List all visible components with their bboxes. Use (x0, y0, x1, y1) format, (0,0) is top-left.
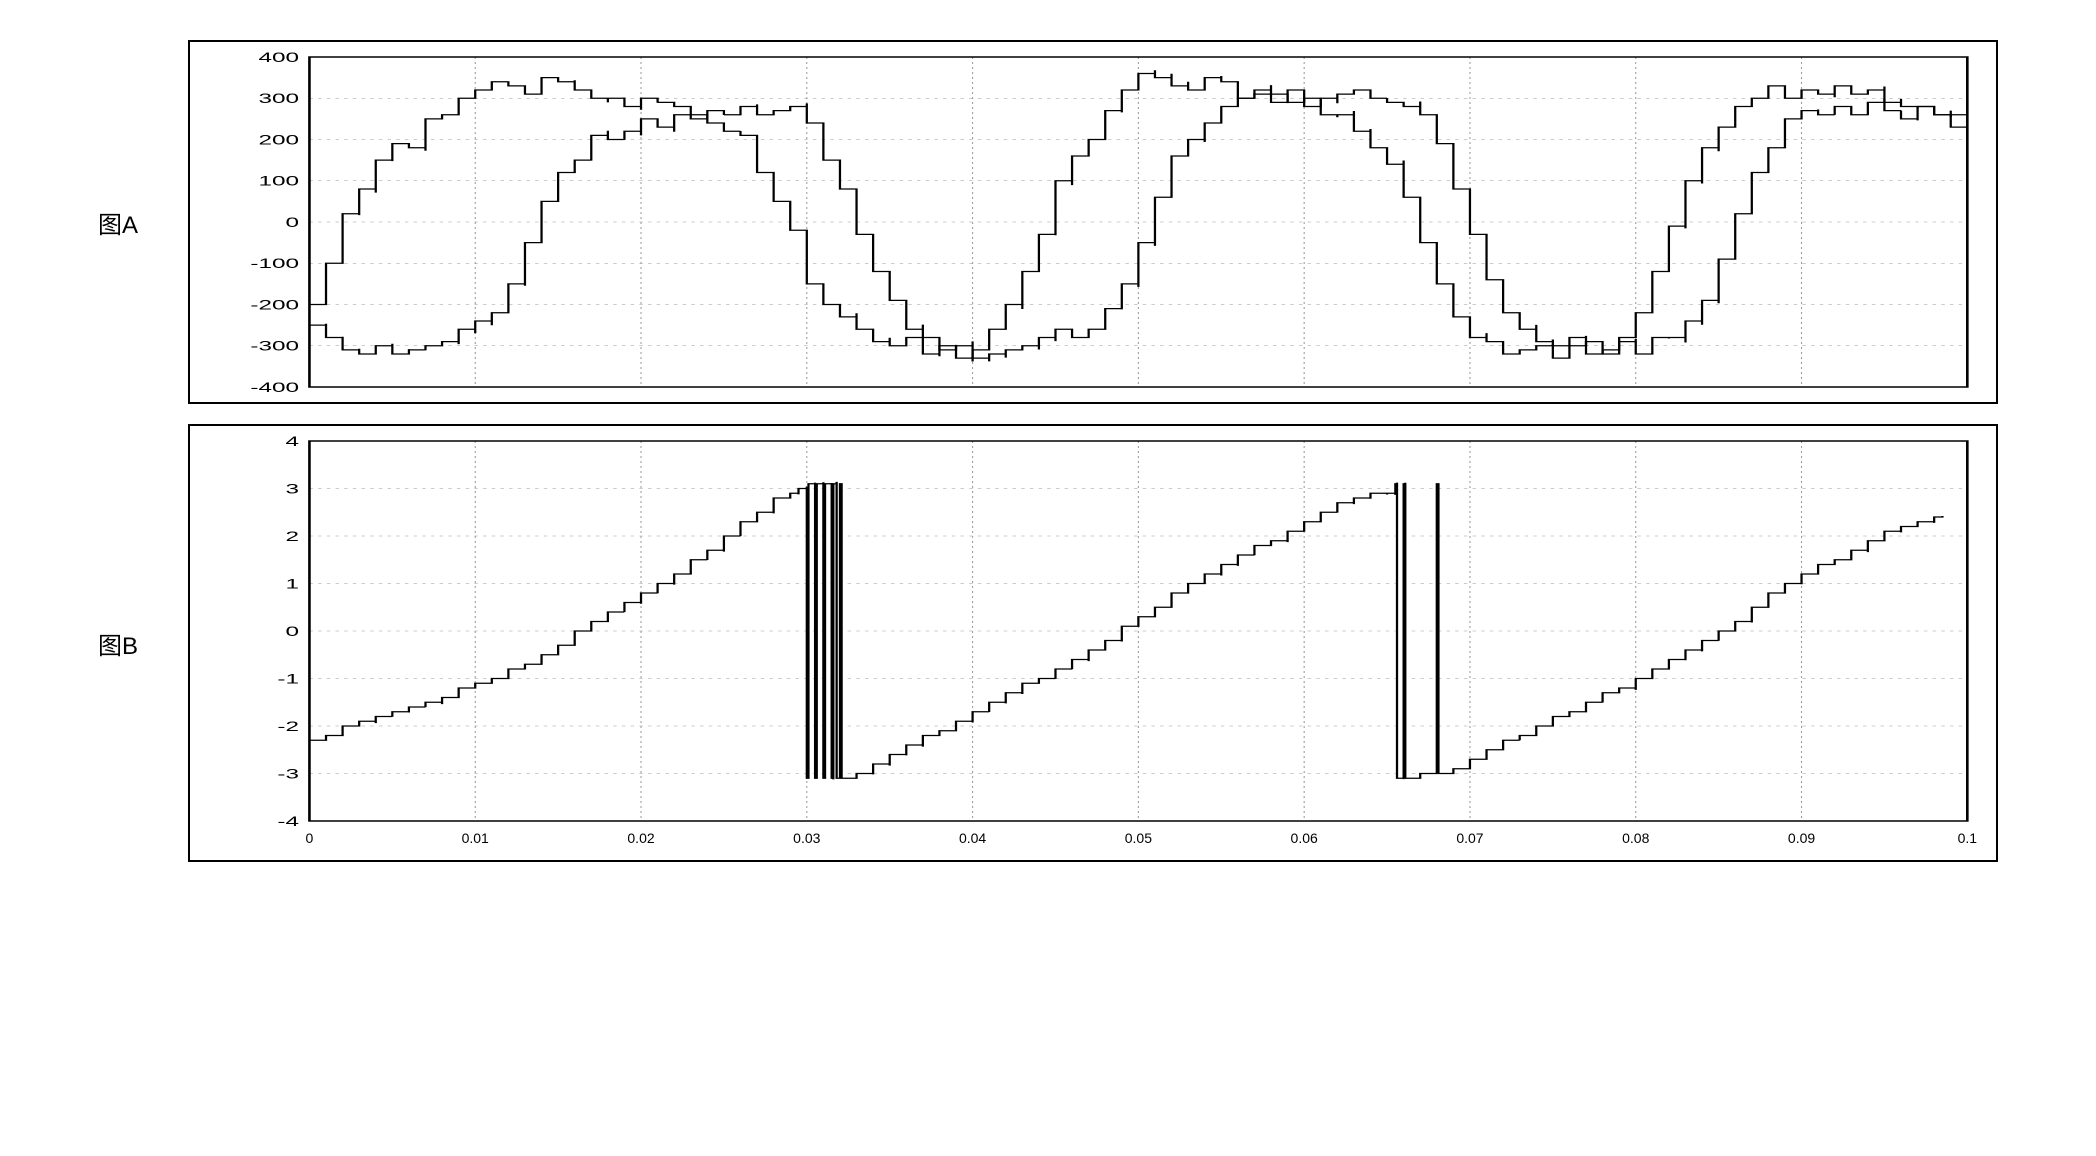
svg-text:3: 3 (286, 481, 300, 497)
svg-text:-4: -4 (277, 814, 299, 826)
x-tick-label: 0.1 (1958, 830, 1977, 846)
chart-b-label: 图B (98, 626, 158, 661)
svg-text:200: 200 (258, 132, 299, 148)
x-tick-label: 0.06 (1291, 830, 1318, 846)
chart-b-svg: -4 -3 -2 -1 0 1 2 3 4 (240, 436, 1976, 826)
svg-text:2: 2 (286, 529, 300, 545)
svg-text:-1: -1 (277, 671, 299, 687)
svg-text:100: 100 (258, 174, 299, 190)
chart-b-row: 图B -4 -3 -2 -1 0 1 2 3 4 0 0.01 0.02 0.03 0.04 0.05 0.… (98, 424, 1998, 862)
svg-text:300: 300 (258, 91, 299, 107)
x-tick-label: 0 (306, 830, 314, 846)
chart-a-wrapper: -400 -300 -200 -100 0 100 200 300 400 (188, 40, 1998, 404)
svg-text:1: 1 (286, 576, 300, 592)
x-tick-label: 0.03 (793, 830, 820, 846)
x-tick-label: 0.07 (1456, 830, 1483, 846)
x-tick-label: 0.01 (462, 830, 489, 846)
x-tick-label: 0.04 (959, 830, 986, 846)
chart-b-x-axis: 0 0.01 0.02 0.03 0.04 0.05 0.06 0.07 0.08 0.09 0.1 (240, 826, 1976, 850)
x-tick-label: 0.05 (1125, 830, 1152, 846)
svg-text:-3: -3 (277, 766, 299, 782)
chart-a-svg: -400 -300 -200 -100 0 100 200 300 400 (240, 52, 1976, 392)
x-tick-label: 0.02 (627, 830, 654, 846)
chart-a-label: 图A (98, 205, 158, 240)
svg-text:0: 0 (286, 624, 300, 640)
x-tick-label: 0.08 (1622, 830, 1649, 846)
chart-a-row: 图A -400 -300 -200 -100 0 100 200 300 400 (98, 40, 1998, 404)
svg-text:4: 4 (286, 436, 300, 450)
svg-text:-200: -200 (250, 297, 299, 313)
chart-b-wrapper: -4-3-2-101234 00.010.020.030.040.050.060… (188, 424, 1998, 862)
svg-text:-300: -300 (250, 339, 299, 355)
svg-text:400: 400 (258, 52, 299, 66)
svg-text:-400: -400 (250, 380, 299, 392)
svg-text:-2: -2 (277, 719, 299, 735)
svg-text:-100: -100 (250, 256, 299, 272)
x-tick-label: 0.09 (1788, 830, 1815, 846)
svg-text:0: 0 (286, 215, 300, 231)
